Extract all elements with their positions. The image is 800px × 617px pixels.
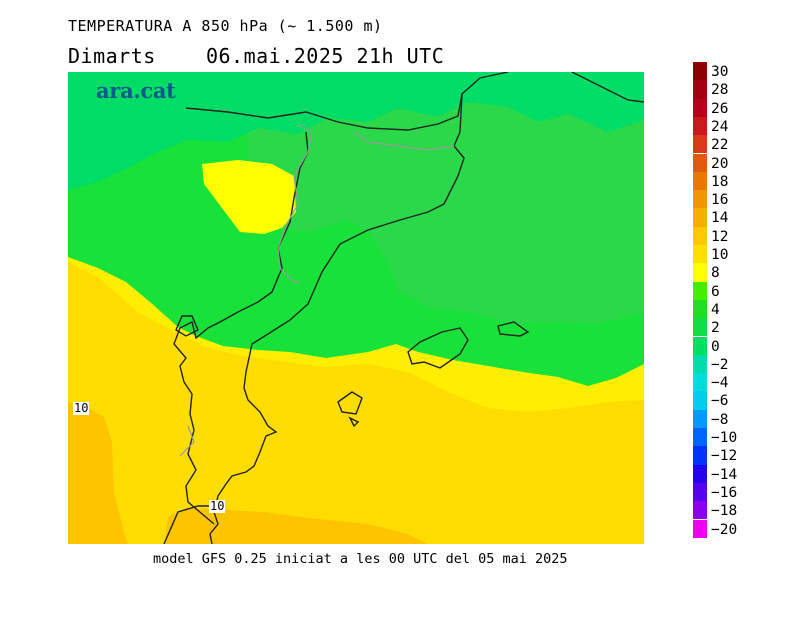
temperature-band-6-8 [202, 160, 296, 234]
legend-swatch [693, 281, 707, 300]
legend-tick-label: −6 [711, 393, 729, 410]
legend-tick-label: 24 [711, 118, 729, 135]
coastline [163, 72, 644, 544]
legend-swatch [693, 245, 707, 264]
temperature-band-12-14 [164, 508, 428, 544]
temperature-band-10-12 [68, 262, 644, 544]
legend-tick-label: 6 [711, 283, 720, 300]
legend-tick-label: −14 [711, 466, 738, 483]
legend-swatch [693, 519, 707, 538]
legend-swatch [693, 482, 707, 502]
map-subtitle: Dimarts 06.mai.2025 21h UTC [68, 44, 445, 68]
legend-swatch [693, 98, 707, 117]
temperature-band-12-14 [68, 402, 128, 544]
legend-tick-label: −8 [711, 411, 729, 428]
political-border [179, 123, 455, 457]
legend-tick-label: 0 [711, 338, 720, 355]
temperature-band-0-2 [68, 72, 644, 190]
legend-swatch [693, 153, 707, 172]
legend-swatch [693, 135, 707, 154]
legend-tick-label: −2 [711, 356, 729, 373]
legend-tick-label: −4 [711, 375, 729, 392]
legend-tick-label: 8 [711, 265, 720, 282]
temperature-band-2-4 [248, 72, 644, 324]
legend-tick-label: 16 [711, 192, 729, 209]
legend-swatch [693, 318, 707, 337]
temperature-map [68, 72, 644, 544]
legend-tick-label: −12 [711, 448, 738, 465]
legend-swatch [693, 428, 707, 447]
legend-swatch [693, 208, 707, 227]
legend-swatch [693, 299, 707, 319]
legend-swatch [693, 62, 707, 81]
legend-tick-label: −16 [711, 484, 738, 501]
brand-logo: ara.cat [96, 78, 176, 103]
legend-swatch [693, 336, 707, 355]
legend-tick-label: 2 [711, 320, 720, 337]
legend-tick-label: −10 [711, 430, 738, 446]
legend-tick-label: 26 [711, 100, 729, 117]
contour-label: 10 [209, 499, 226, 513]
contour-label: 10 [73, 401, 90, 415]
legend-tick-label: 22 [711, 137, 729, 154]
legend-tick-label: 28 [711, 82, 729, 99]
legend-swatch [693, 501, 707, 520]
legend-swatch [693, 190, 707, 209]
legend-tick-label: −18 [711, 503, 738, 520]
legend-tick-label: 12 [711, 228, 729, 245]
legend-swatch [693, 464, 707, 483]
legend-swatch [693, 373, 707, 392]
legend-tick-label: 18 [711, 173, 729, 190]
legend-swatch [693, 263, 707, 282]
legend-tick-label: 14 [711, 210, 729, 227]
legend-swatch [693, 446, 707, 465]
legend-tick-label: 4 [711, 301, 720, 318]
legend-swatch [693, 116, 707, 136]
legend-swatch [693, 391, 707, 410]
legend-swatch [693, 80, 707, 99]
legend-tick-label: 20 [711, 155, 729, 172]
legend-swatch [693, 226, 707, 245]
legend-swatch [693, 171, 707, 191]
map-title: TEMPERATURA A 850 hPa (~ 1.500 m) [68, 17, 383, 35]
legend-tick-label: 10 [711, 247, 729, 263]
model-info-footer: model GFS 0.25 iniciat a les 00 UTC del … [153, 551, 568, 567]
legend-swatch [693, 409, 707, 428]
legend-tick-label: 30 [711, 64, 729, 80]
legend-tick-label: −20 [711, 521, 738, 538]
legend-swatch [693, 354, 707, 374]
